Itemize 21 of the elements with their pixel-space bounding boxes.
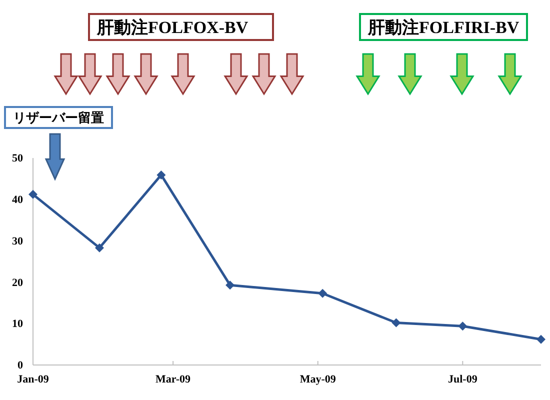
point: [392, 318, 401, 328]
x-tick-label: May-09: [300, 374, 336, 386]
text: 肝動注FOLFIRI-BV: [368, 16, 520, 38]
y-tick-label: 20: [12, 276, 24, 289]
point: [156, 170, 166, 180]
y-tick-label: 10: [12, 318, 24, 330]
point: [318, 288, 328, 298]
point: [458, 322, 468, 331]
y-tick-label: 0: [18, 360, 24, 372]
point: [94, 243, 104, 252]
y-tick-label: 40: [12, 194, 24, 206]
x-tick-label: Jan-09: [17, 374, 50, 386]
text: 肝動注FOLFOX-BV: [97, 16, 248, 38]
point: [28, 190, 38, 199]
x-tick-label: Jul-09: [448, 374, 478, 386]
x-tick-label: Mar-09: [156, 374, 192, 386]
point: [536, 334, 546, 344]
text: リザーバー留置: [13, 108, 104, 126]
y-tick-label: 30: [12, 235, 24, 248]
point: [226, 280, 235, 290]
y-tick-label: 50: [12, 152, 24, 165]
